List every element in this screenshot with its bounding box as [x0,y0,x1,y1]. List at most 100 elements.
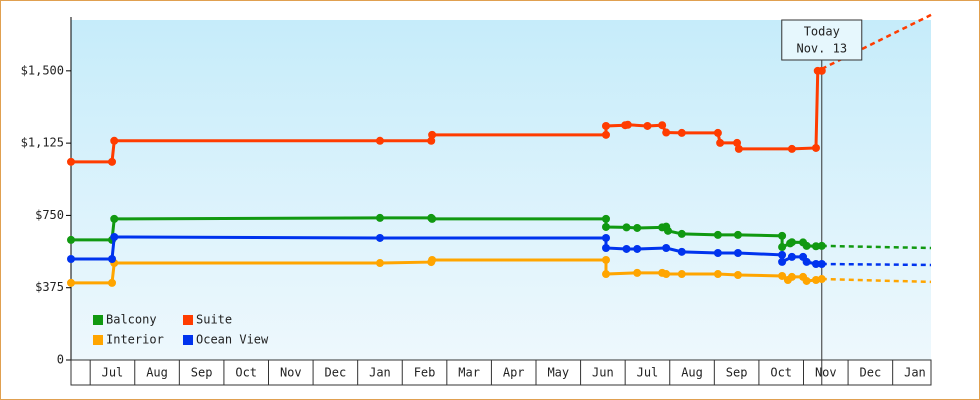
price-point [787,272,796,281]
forecast-line [821,262,932,267]
price-point [633,223,642,232]
price-point [733,270,742,279]
price-point [802,241,811,250]
x-tick-label: Jan [904,366,926,380]
x-tick-label: Feb [414,366,436,380]
price-point [713,249,722,258]
x-tick-label: Aug [146,366,168,380]
price-point [428,130,437,139]
price-point [713,128,722,137]
price-point [778,231,787,240]
price-point [787,238,796,247]
price-point [677,229,686,238]
price-point [811,143,820,152]
price-line [71,69,822,164]
price-point [716,138,725,147]
price-point [110,233,119,242]
price-point [67,157,75,166]
price-point [623,120,632,129]
x-tick-label: Apr [503,366,525,380]
price-point [677,128,686,137]
price-point [67,254,75,263]
x-tick-label: Aug [681,366,703,380]
x-tick-label: Sep [726,366,748,380]
y-tick-label: $1,500 [21,63,64,77]
price-point [787,144,796,153]
price-point [787,252,796,261]
legend-label: Ocean View [196,333,269,347]
x-tick-label: Nov [280,366,302,380]
today-box [781,19,863,61]
x-tick-label: Nov [815,366,837,380]
y-tick-label: $750 [35,208,64,222]
price-point [802,257,811,266]
legend-swatch [183,315,193,325]
legend-label: Balcony [106,313,157,327]
today-label: Nov. 13 [796,42,847,56]
legend-label: Suite [196,313,232,327]
price-point [375,259,384,268]
price-point [778,250,787,259]
legend-swatch [93,315,103,325]
price-point [662,270,671,279]
price-point [428,255,437,264]
price-point [601,130,610,139]
plot-background [71,20,931,360]
y-tick-label: 0 [57,353,64,367]
price-point [633,268,642,277]
price-point [817,241,826,250]
price-point [778,271,787,280]
price-point [110,136,119,145]
x-tick-label: Oct [235,366,257,380]
price-point [811,242,820,251]
price-point [601,222,610,231]
x-tick-label: Jan [369,366,391,380]
x-tick-label: May [547,366,569,380]
price-point [662,128,671,137]
x-tick-label: Dec [860,366,882,380]
price-point [734,144,743,153]
price-point [802,276,811,285]
y-tick-label: $375 [35,280,64,294]
price-point [811,259,820,268]
price-point [713,230,722,239]
x-tick-label: Jul [102,366,124,380]
price-point [662,243,671,252]
x-tick-label: Dec [325,366,347,380]
price-point [108,254,117,263]
x-tick-label: Oct [770,366,792,380]
price-point [601,214,610,223]
price-point [633,244,642,253]
price-point [677,247,686,256]
price-point [428,214,437,223]
price-point [817,66,826,75]
price-point [778,257,787,266]
price-point [601,233,610,242]
forecast-line [821,244,932,250]
price-point [67,235,75,244]
today-label: Today [804,25,840,39]
legend-swatch [183,335,193,345]
price-point [713,270,722,279]
price-point [778,243,787,252]
price-point [663,226,672,235]
price-point [375,213,384,222]
price-point [601,255,610,264]
price-point [67,278,75,287]
x-tick-label: Mar [458,366,480,380]
price-point [622,223,631,232]
price-point [733,249,742,258]
price-point [643,121,652,130]
legend-label: Interior [106,333,164,347]
price-point [375,233,384,242]
price-point [817,275,826,284]
x-tick-label: Sep [191,366,213,380]
price-point [427,136,436,145]
price-point [817,259,826,268]
price-point [658,121,667,130]
plot: 0 $375 $750 $1,125 $1,500 Jul Aug Sep Oct Nov Dec J… [21,13,932,386]
x-tick-label: Jun [592,366,614,380]
price-point [601,270,610,279]
y-tick-label: $1,125 [21,136,64,150]
